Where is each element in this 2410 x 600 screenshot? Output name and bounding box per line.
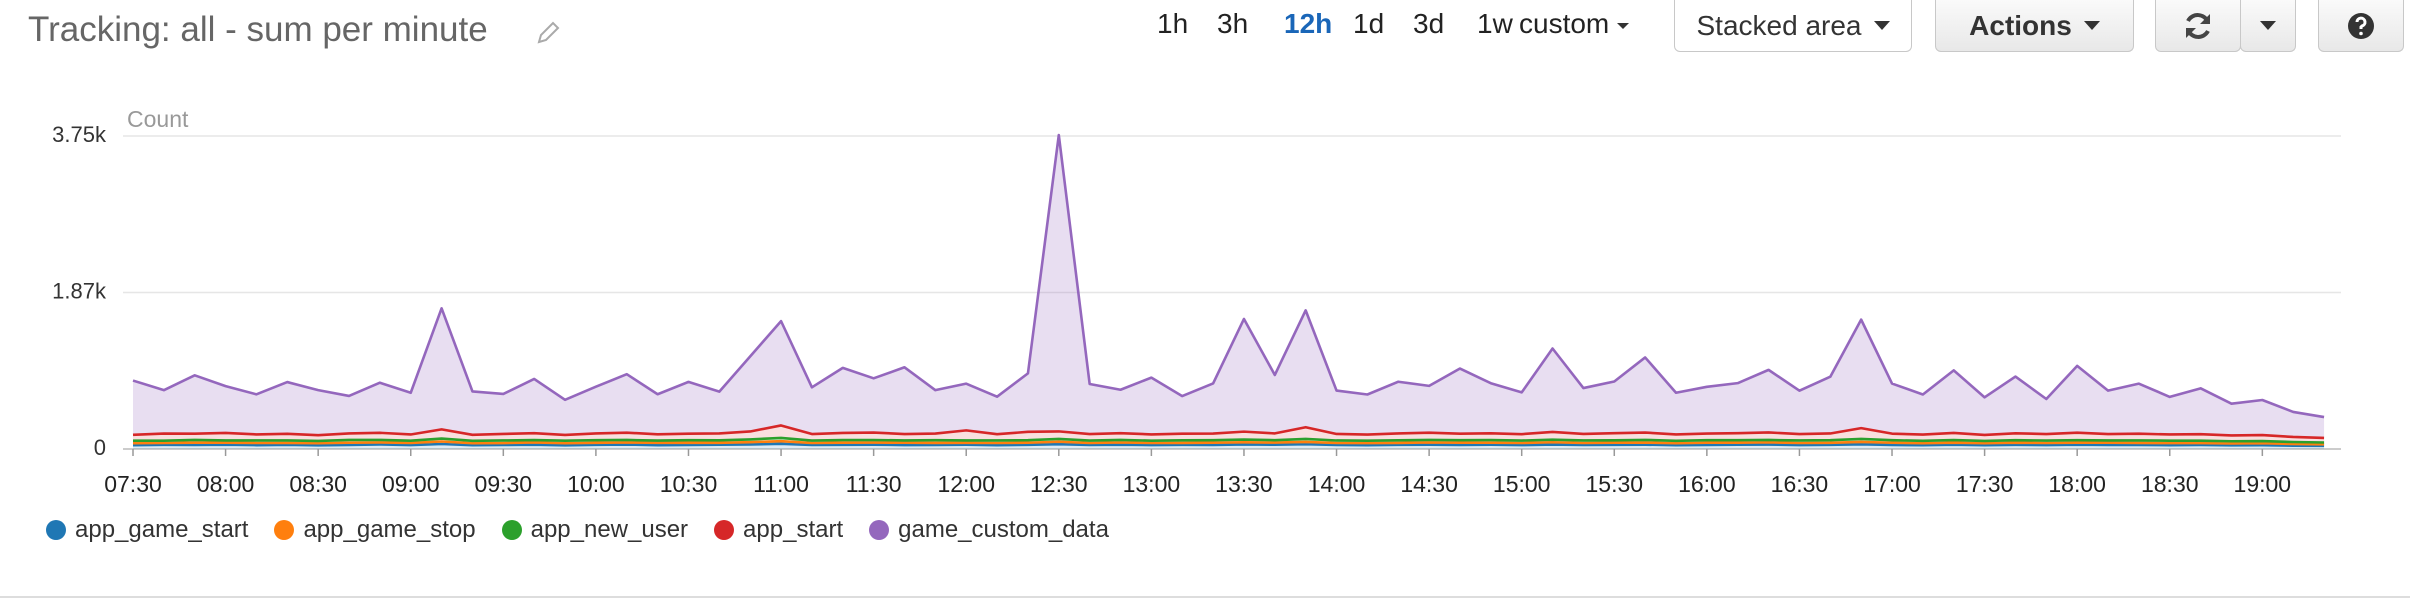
legend-label: app_game_stop <box>303 516 476 543</box>
caret <box>2260 21 2276 30</box>
area-fill <box>133 135 2325 438</box>
help-icon <box>2348 12 2374 39</box>
x-tick-label: 08:30 <box>289 471 347 497</box>
x-tick-label: 13:30 <box>1215 471 1273 497</box>
x-tick-label: 17:30 <box>1956 471 2014 497</box>
actions-button[interactable]: Actions <box>1935 0 2134 52</box>
time-range[interactable]: 3d <box>1413 8 1445 39</box>
separator <box>0 596 2410 598</box>
x-tick-label: 18:00 <box>2048 471 2106 497</box>
x-tick-label: 12:30 <box>1030 471 1088 497</box>
legend: app_game_start app_game_stop app_new_user a… <box>46 516 1109 544</box>
edit-icon[interactable] <box>535 20 561 46</box>
custom-label: custom <box>1519 8 1610 39</box>
x-tick-label: 11:30 <box>846 471 902 497</box>
time-range[interactable]: 1h <box>1157 8 1189 39</box>
legend-swatch <box>869 520 890 540</box>
caret <box>1617 22 1630 29</box>
refresh-icon <box>2186 12 2210 39</box>
refresh-button[interactable] <box>2155 0 2241 52</box>
legend-item[interactable]: app_start <box>714 516 843 544</box>
legend-label: app_start <box>743 516 844 543</box>
legend-item[interactable]: game_custom_data <box>869 516 1109 544</box>
x-tick-label: 13:00 <box>1123 471 1181 497</box>
legend-swatch <box>46 520 66 540</box>
legend-item[interactable]: app_game_start <box>46 516 248 544</box>
series-line <box>132 424 2325 440</box>
x-tick-label: 15:30 <box>1585 471 1643 497</box>
view-dropdown[interactable]: Stacked area <box>1674 0 1912 52</box>
x-tick-label: 07:30 <box>104 471 162 497</box>
caret <box>1873 21 1890 30</box>
custom-range[interactable]: custom <box>1519 8 1630 40</box>
legend-label: app_new_user <box>530 516 689 543</box>
widget-title: Tracking: all - sum per minute <box>28 10 488 49</box>
y-tick-label: 3.75k <box>52 122 107 147</box>
refresh-options[interactable] <box>2240 0 2296 52</box>
help-button[interactable] <box>2318 0 2404 52</box>
x-tick-label: 10:00 <box>567 471 625 497</box>
x-tick-label: 16:00 <box>1678 471 1736 497</box>
x-tick-label: 10:30 <box>660 471 718 497</box>
time-range[interactable]: 12h <box>1284 8 1333 39</box>
legend-label: game_custom_data <box>898 516 1109 543</box>
legend-swatch <box>501 520 522 540</box>
legend-item[interactable]: app_new_user <box>501 516 689 544</box>
series-line <box>132 442 2325 448</box>
time-range[interactable]: 1d <box>1353 8 1385 39</box>
actions-label: Actions <box>1969 9 2072 41</box>
x-tick-label: 09:30 <box>475 471 533 497</box>
x-tick-label: 17:00 <box>1863 471 1921 497</box>
y-axis-label: Count <box>127 106 189 132</box>
view-label: Stacked area <box>1696 9 1862 41</box>
area-fill <box>133 425 2325 443</box>
x-tick-label: 11:00 <box>753 471 809 497</box>
time-range[interactable]: 1w <box>1477 8 1513 39</box>
y-tick-label: 0 <box>94 435 106 460</box>
legend-swatch <box>714 520 735 540</box>
legend-label: app_game_start <box>75 516 249 543</box>
x-tick-label: 14:30 <box>1400 471 1458 497</box>
series-line <box>132 439 2325 446</box>
series-line <box>132 133 2325 419</box>
x-tick-label: 15:00 <box>1493 471 1551 497</box>
legend-item[interactable]: app_game_stop <box>274 516 476 544</box>
time-range[interactable]: 3h <box>1217 8 1249 39</box>
x-tick-label: 12:00 <box>937 471 995 497</box>
x-tick-label: 14:00 <box>1308 471 1366 497</box>
x-tick-label: 09:00 <box>382 471 440 497</box>
x-tick-label: 18:30 <box>2141 471 2199 497</box>
x-tick-label: 16:30 <box>1771 471 1829 497</box>
chart: Count 0 1.87k 3.75k 07:30 08:00 08:30 09:00 09:… <box>52 106 2341 497</box>
caret <box>2083 21 2100 30</box>
x-tick-label: 19:00 <box>2234 471 2292 497</box>
series-line <box>133 436 2325 444</box>
x-tick-label: 08:00 <box>197 471 255 497</box>
y-tick-label: 1.87k <box>52 278 107 303</box>
legend-swatch <box>274 520 295 540</box>
